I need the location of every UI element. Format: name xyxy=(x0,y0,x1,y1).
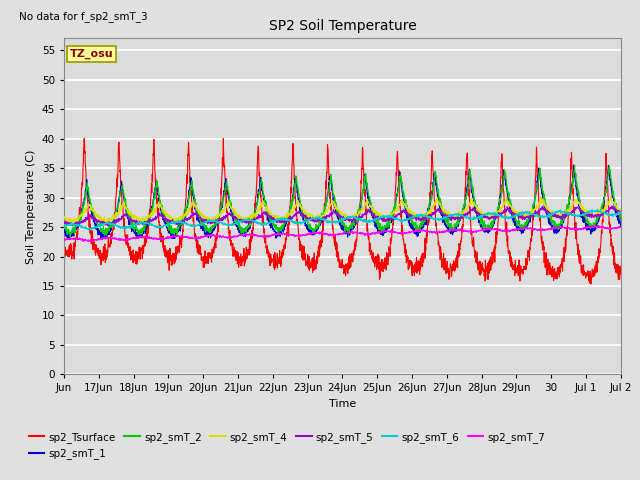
Text: No data for f_sp2_smT_3: No data for f_sp2_smT_3 xyxy=(19,12,148,23)
X-axis label: Time: Time xyxy=(329,399,356,409)
Legend: sp2_Tsurface, sp2_smT_1, sp2_smT_2, sp2_smT_4, sp2_smT_5, sp2_smT_6, sp2_smT_7: sp2_Tsurface, sp2_smT_1, sp2_smT_2, sp2_… xyxy=(25,428,549,463)
Title: SP2 Soil Temperature: SP2 Soil Temperature xyxy=(269,19,416,33)
Text: TZ_osu: TZ_osu xyxy=(70,49,113,59)
Y-axis label: Soil Temperature (C): Soil Temperature (C) xyxy=(26,149,36,264)
